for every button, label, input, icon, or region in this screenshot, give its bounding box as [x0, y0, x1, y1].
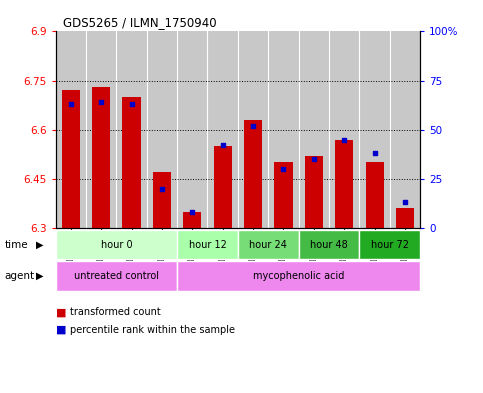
Point: [97, 99, 105, 105]
Bar: [116, 31, 147, 228]
Bar: [122, 97, 141, 228]
Text: mycophenolic acid: mycophenolic acid: [253, 271, 344, 281]
Point: [219, 142, 227, 149]
Point: [401, 199, 409, 206]
Text: time: time: [5, 240, 28, 250]
Bar: [92, 87, 110, 228]
Text: transformed count: transformed count: [70, 307, 161, 318]
Bar: [56, 31, 86, 228]
Bar: [390, 31, 420, 228]
Point: [341, 136, 348, 143]
Bar: [86, 31, 116, 228]
Point: [67, 101, 74, 107]
Bar: [62, 90, 80, 228]
Point: [310, 156, 318, 162]
Text: GDS5265 / ILMN_1750940: GDS5265 / ILMN_1750940: [63, 16, 216, 29]
Text: agent: agent: [5, 271, 35, 281]
Bar: [298, 31, 329, 228]
Text: hour 24: hour 24: [249, 240, 287, 250]
Point: [188, 209, 196, 215]
Bar: [147, 31, 177, 228]
Bar: [153, 172, 171, 228]
Text: hour 72: hour 72: [371, 240, 409, 250]
Bar: [274, 162, 293, 228]
Text: hour 12: hour 12: [188, 240, 227, 250]
Point: [249, 123, 257, 129]
Bar: [335, 140, 354, 228]
Point: [128, 101, 135, 107]
Point: [371, 150, 379, 156]
Text: percentile rank within the sample: percentile rank within the sample: [70, 325, 235, 335]
Bar: [366, 162, 384, 228]
Text: ■: ■: [56, 325, 66, 335]
Bar: [396, 208, 414, 228]
Text: ▶: ▶: [36, 240, 44, 250]
Text: ▶: ▶: [36, 271, 44, 281]
Bar: [329, 31, 359, 228]
Bar: [244, 120, 262, 228]
Text: hour 48: hour 48: [310, 240, 348, 250]
Bar: [208, 31, 238, 228]
Text: untreated control: untreated control: [74, 271, 159, 281]
Point: [280, 166, 287, 172]
Bar: [268, 31, 298, 228]
Point: [158, 185, 166, 192]
Text: ■: ■: [56, 307, 66, 318]
Bar: [359, 31, 390, 228]
Bar: [213, 146, 232, 228]
Bar: [238, 31, 268, 228]
Bar: [177, 31, 208, 228]
Bar: [183, 211, 201, 228]
Bar: [305, 156, 323, 228]
Text: hour 0: hour 0: [100, 240, 132, 250]
